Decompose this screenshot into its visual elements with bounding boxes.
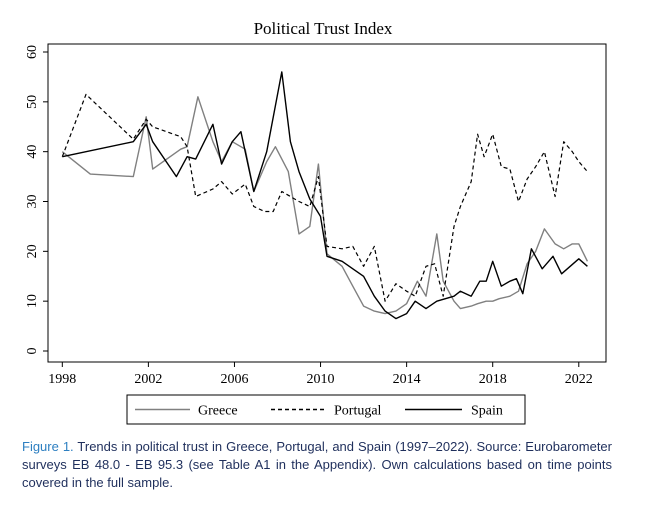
series-layer	[61, 71, 589, 320]
x-tick-label: 2018	[479, 372, 507, 387]
x-tick-label: 2002	[134, 372, 162, 387]
x-tick-label: 1998	[48, 372, 76, 387]
x-tick-label: 2006	[220, 372, 248, 387]
figure-caption-text: Trends in political trust in Greece, Por…	[22, 439, 612, 490]
legend-label-spain: Spain	[471, 404, 503, 419]
y-tick-label: 20	[25, 244, 40, 258]
x-tick-label: 2014	[393, 372, 421, 387]
series-line-greece	[61, 96, 589, 315]
series-line-spain	[62, 71, 588, 320]
y-tick-label: 30	[25, 195, 40, 209]
plot-frame	[47, 43, 607, 363]
x-tick-label: 2022	[565, 372, 593, 387]
series-line-portugal	[61, 93, 588, 302]
chart: Political Trust Index 0 10 20 30 40 50 60 1998 2…	[25, 19, 607, 425]
axes: 0 10 20 30 40 50 60 1998 2002 2006 2010 2014 2018 202…	[25, 43, 607, 387]
legend-label-greece: Greece	[198, 404, 238, 419]
legend-label-portugal: Portugal	[334, 404, 382, 419]
y-tick-label: 0	[25, 348, 40, 355]
chart-title: Political Trust Index	[254, 19, 393, 38]
figure-label: Figure 1.	[22, 439, 74, 454]
x-tick-label: 2010	[307, 372, 335, 387]
y-tick-label: 40	[25, 145, 40, 159]
y-tick-label: 60	[25, 45, 40, 59]
figure-caption: Figure 1. Trends in political trust in G…	[22, 438, 612, 492]
y-tick-label: 10	[25, 294, 40, 308]
legend: Greece Portugal Spain	[126, 394, 526, 425]
y-tick-label: 50	[25, 95, 40, 109]
